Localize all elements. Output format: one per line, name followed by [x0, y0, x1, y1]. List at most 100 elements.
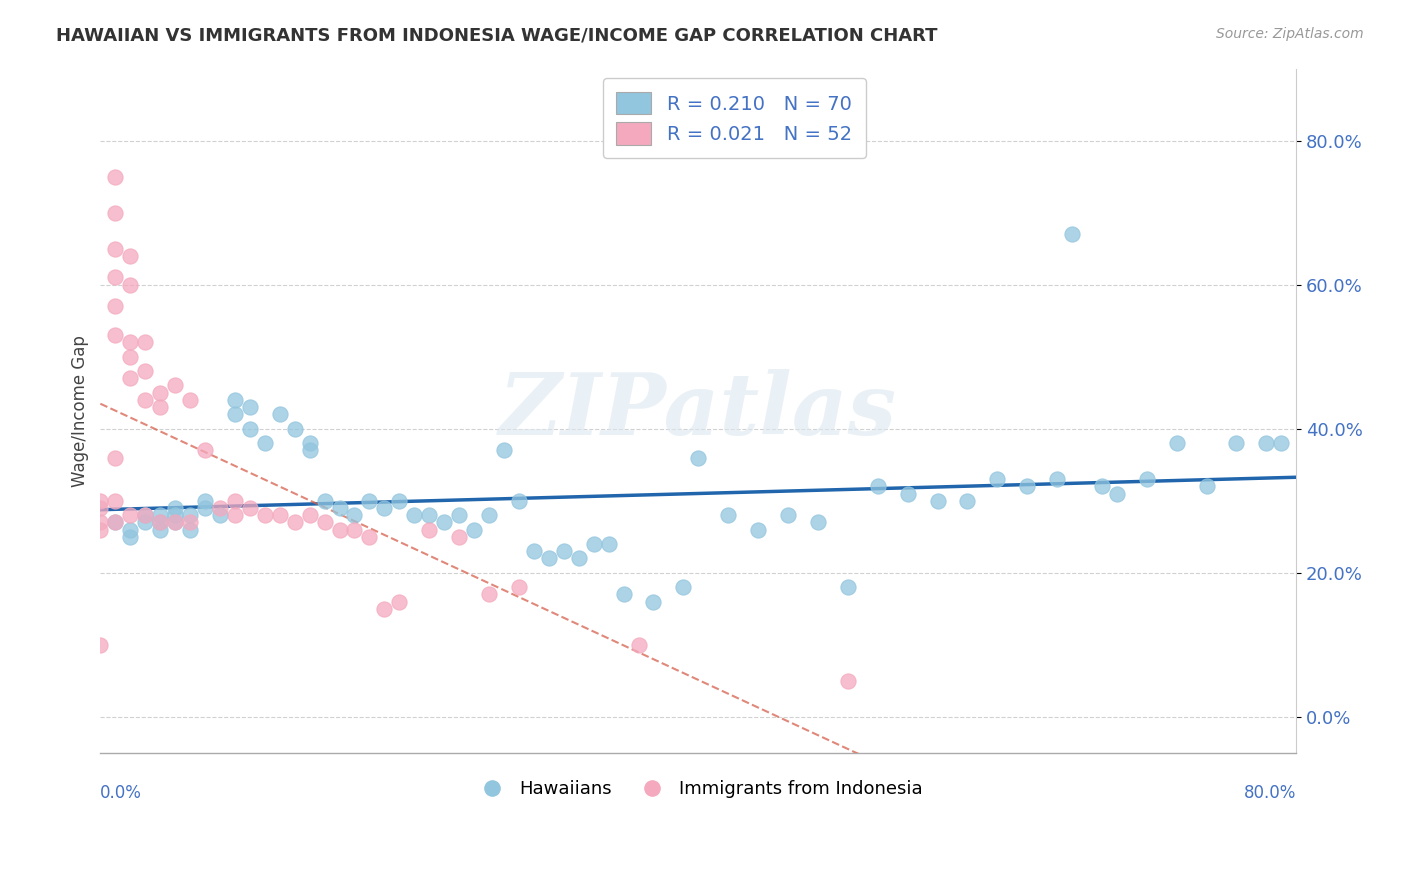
- Point: [404, 508, 426, 523]
- Point: [314, 516, 336, 530]
- Point: [418, 508, 440, 523]
- Point: [134, 335, 156, 350]
- Point: [104, 516, 127, 530]
- Point: [134, 392, 156, 407]
- Point: [239, 422, 262, 436]
- Point: [956, 493, 979, 508]
- Text: ZIPatlas: ZIPatlas: [499, 369, 897, 452]
- Point: [89, 493, 111, 508]
- Point: [134, 508, 156, 523]
- Point: [747, 523, 769, 537]
- Point: [104, 450, 127, 465]
- Y-axis label: Wage/Income Gap: Wage/Income Gap: [72, 334, 89, 487]
- Point: [104, 169, 127, 184]
- Point: [194, 500, 217, 515]
- Point: [776, 508, 799, 523]
- Point: [1091, 479, 1114, 493]
- Point: [433, 516, 456, 530]
- Point: [613, 587, 636, 601]
- Point: [598, 537, 620, 551]
- Point: [643, 594, 665, 608]
- Point: [298, 436, 321, 450]
- Point: [149, 508, 172, 523]
- Point: [298, 508, 321, 523]
- Point: [449, 508, 471, 523]
- Point: [224, 493, 246, 508]
- Text: 80.0%: 80.0%: [1244, 784, 1296, 802]
- Point: [328, 523, 350, 537]
- Point: [1256, 436, 1278, 450]
- Point: [359, 493, 381, 508]
- Point: [284, 422, 307, 436]
- Legend: Hawaiians, Immigrants from Indonesia: Hawaiians, Immigrants from Indonesia: [467, 773, 929, 805]
- Point: [537, 551, 560, 566]
- Point: [149, 400, 172, 414]
- Point: [224, 407, 246, 421]
- Point: [120, 530, 142, 544]
- Point: [1060, 227, 1083, 242]
- Point: [120, 277, 142, 292]
- Point: [582, 537, 605, 551]
- Point: [149, 516, 172, 530]
- Point: [388, 594, 411, 608]
- Point: [449, 530, 471, 544]
- Point: [328, 500, 350, 515]
- Point: [89, 638, 111, 652]
- Point: [553, 544, 575, 558]
- Point: [837, 580, 859, 594]
- Point: [269, 407, 291, 421]
- Point: [388, 493, 411, 508]
- Point: [373, 500, 395, 515]
- Point: [165, 508, 187, 523]
- Point: [149, 516, 172, 530]
- Point: [568, 551, 591, 566]
- Point: [165, 500, 187, 515]
- Point: [1270, 436, 1292, 450]
- Point: [120, 249, 142, 263]
- Point: [1105, 486, 1128, 500]
- Point: [1195, 479, 1218, 493]
- Point: [837, 673, 859, 688]
- Point: [89, 500, 111, 515]
- Point: [134, 364, 156, 378]
- Point: [866, 479, 889, 493]
- Point: [492, 443, 515, 458]
- Text: HAWAIIAN VS IMMIGRANTS FROM INDONESIA WAGE/INCOME GAP CORRELATION CHART: HAWAIIAN VS IMMIGRANTS FROM INDONESIA WA…: [56, 27, 938, 45]
- Point: [165, 516, 187, 530]
- Point: [373, 601, 395, 615]
- Point: [463, 523, 485, 537]
- Point: [104, 299, 127, 313]
- Point: [179, 523, 201, 537]
- Point: [986, 472, 1008, 486]
- Point: [343, 523, 366, 537]
- Point: [104, 205, 127, 219]
- Point: [688, 450, 710, 465]
- Point: [478, 587, 501, 601]
- Point: [165, 516, 187, 530]
- Point: [343, 508, 366, 523]
- Text: 0.0%: 0.0%: [100, 784, 142, 802]
- Point: [418, 523, 440, 537]
- Point: [224, 392, 246, 407]
- Point: [120, 335, 142, 350]
- Point: [89, 516, 111, 530]
- Point: [1166, 436, 1188, 450]
- Point: [627, 638, 650, 652]
- Point: [1136, 472, 1159, 486]
- Point: [120, 371, 142, 385]
- Point: [208, 500, 231, 515]
- Point: [253, 508, 276, 523]
- Point: [104, 242, 127, 256]
- Point: [927, 493, 949, 508]
- Point: [104, 516, 127, 530]
- Point: [120, 508, 142, 523]
- Point: [284, 516, 307, 530]
- Point: [89, 523, 111, 537]
- Point: [194, 443, 217, 458]
- Point: [104, 328, 127, 343]
- Point: [179, 392, 201, 407]
- Point: [314, 493, 336, 508]
- Point: [478, 508, 501, 523]
- Point: [179, 508, 201, 523]
- Point: [807, 516, 830, 530]
